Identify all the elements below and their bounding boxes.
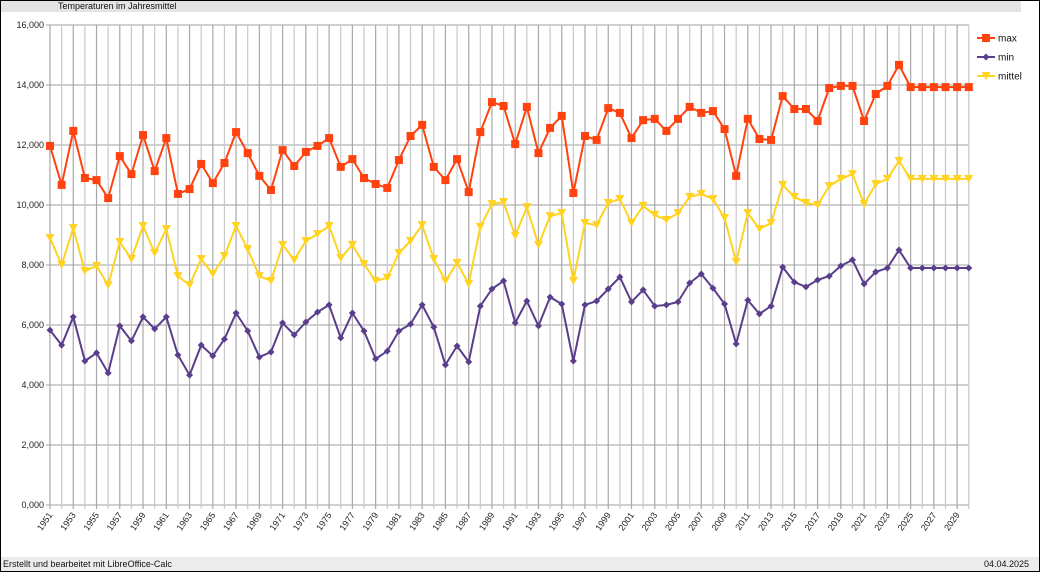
footer-date: 04.04.2025 — [983, 559, 1029, 569]
x-tick-label: 1975 — [314, 510, 334, 532]
footer-credit: Erstellt und bearbeitet mit LibreOffice-… — [3, 559, 172, 569]
x-tick-label: 1959 — [128, 510, 148, 532]
x-tick-label: 1987 — [454, 510, 474, 532]
y-tick-label: 4,000 — [21, 380, 44, 390]
x-tick-label: 1979 — [361, 510, 381, 532]
y-tick-label: 16,000 — [16, 20, 44, 30]
x-tick-label: 1993 — [523, 510, 543, 532]
legend-item-mittel: mittel — [977, 72, 1022, 83]
x-tick-label: 2023 — [872, 510, 892, 532]
series-max — [46, 60, 973, 203]
y-tick-label: 12,000 — [16, 140, 44, 150]
x-tick-label: 2025 — [896, 510, 916, 532]
x-tick-label: 1955 — [81, 510, 101, 532]
x-tick-label: 1977 — [337, 510, 357, 532]
x-axis: 1951 1953 1955 1957 1959 1961 1963 1965 1967 1969… — [35, 510, 962, 532]
chart-title: Temperaturen im Jahresmittel — [58, 1, 177, 11]
x-tick-label: 1985 — [430, 510, 450, 532]
x-tick-label: 1999 — [593, 510, 613, 532]
x-tick-label: 2017 — [803, 510, 823, 532]
y-axis: 0,000 2,000 4,000 6,000 8,000 10,000 12,000 14,… — [16, 20, 44, 510]
svg-text:max: max — [998, 34, 1017, 45]
x-tick-label: 1963 — [175, 510, 195, 532]
x-tick-label: 1991 — [500, 510, 520, 532]
x-tick-label: 2005 — [663, 510, 683, 532]
x-tick-label: 1989 — [477, 510, 497, 532]
x-tick-label: 1981 — [384, 510, 404, 532]
legend-item-max: max — [977, 34, 1017, 45]
y-tick-label: 10,000 — [16, 200, 44, 210]
x-tick-label: 2015 — [779, 510, 799, 532]
x-tick-label: 2007 — [686, 510, 706, 532]
chart-header-bar: Temperaturen im Jahresmittel — [1, 1, 1021, 12]
x-tick-label: 2019 — [826, 510, 846, 532]
x-tick-label: 1973 — [291, 510, 311, 532]
x-tick-label: 2003 — [640, 510, 660, 532]
x-tick-label: 2009 — [709, 510, 729, 532]
series-mittel — [45, 156, 974, 290]
x-tick-label: 2027 — [919, 510, 939, 532]
x-tick-label: 1997 — [570, 510, 590, 532]
svg-text:min: min — [998, 53, 1014, 64]
y-tick-label: 2,000 — [21, 440, 44, 450]
x-tick-label: 1971 — [268, 510, 288, 532]
line-chart: 0,000 2,000 4,000 6,000 8,000 10,000 12,000 14,… — [16, 20, 1022, 533]
data-series — [45, 60, 974, 379]
x-tick-label: 2001 — [616, 510, 636, 532]
svg-text:mittel: mittel — [998, 72, 1022, 83]
x-tick-label: 1967 — [221, 510, 241, 532]
legend-item-min: min — [977, 53, 1014, 64]
x-tick-label: 1957 — [105, 510, 125, 532]
footer-bar: Erstellt und bearbeitet mit LibreOffice-… — [1, 557, 1039, 571]
y-tick-label: 8,000 — [21, 260, 44, 270]
legend: max min mittel — [977, 34, 1022, 83]
x-tick-label: 2029 — [942, 510, 962, 532]
x-tick-label: 2021 — [849, 510, 869, 532]
x-tick-label: 1961 — [151, 510, 171, 532]
y-tick-label: 0,000 — [21, 500, 44, 510]
x-tick-label: 2011 — [733, 510, 752, 532]
x-tick-label: 1951 — [35, 510, 55, 532]
x-tick-label: 1995 — [547, 510, 567, 532]
x-tick-label: 1983 — [407, 510, 427, 532]
series-min — [46, 246, 973, 379]
x-tick-label: 1969 — [244, 510, 264, 532]
x-tick-label: 1953 — [58, 510, 78, 532]
x-tick-label: 1965 — [198, 510, 218, 532]
y-tick-label: 6,000 — [21, 320, 44, 330]
grid-lines — [46, 24, 970, 509]
y-tick-label: 14,000 — [16, 80, 44, 90]
x-tick-label: 2013 — [756, 510, 776, 532]
